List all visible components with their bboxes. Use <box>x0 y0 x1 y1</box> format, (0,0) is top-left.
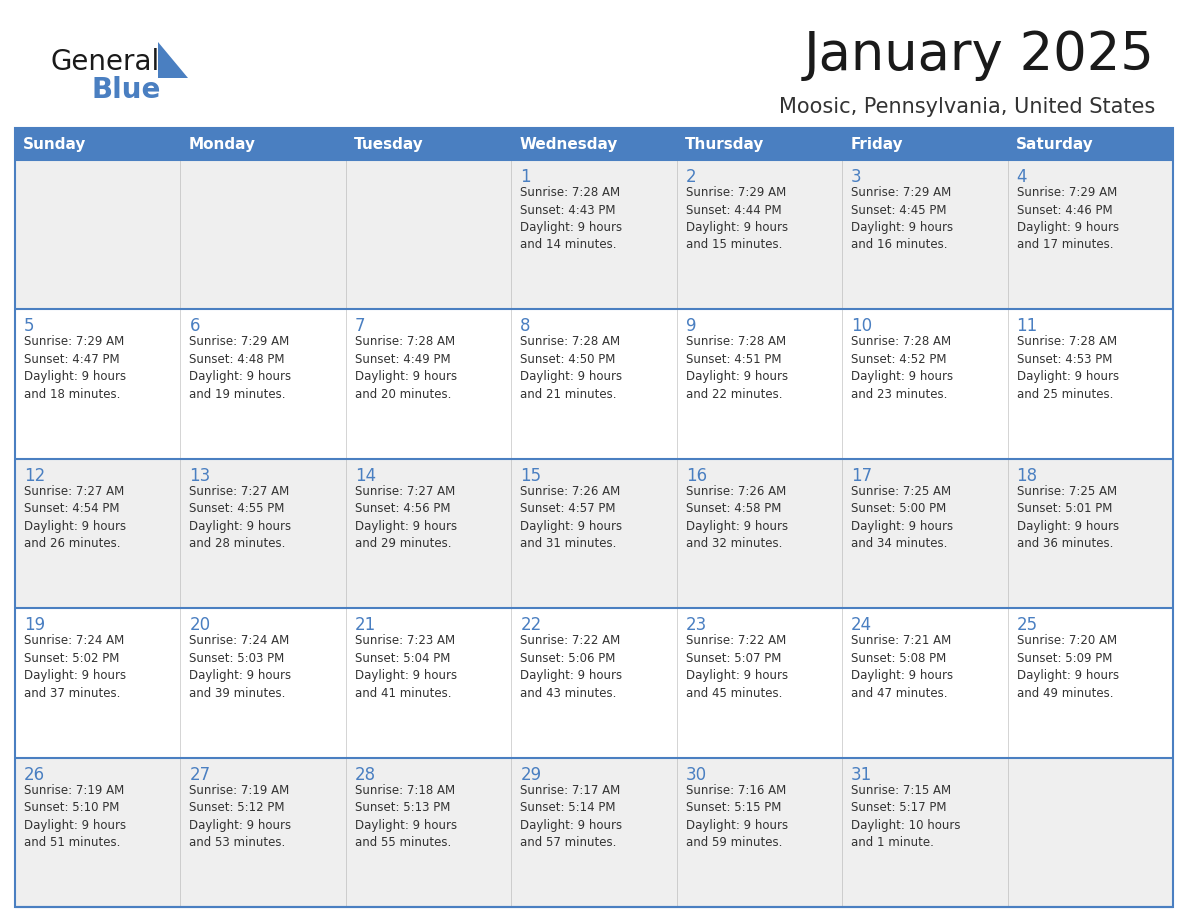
Text: Sunrise: 7:26 AM
Sunset: 4:57 PM
Daylight: 9 hours
and 31 minutes.: Sunrise: 7:26 AM Sunset: 4:57 PM Dayligh… <box>520 485 623 550</box>
Text: Sunrise: 7:15 AM
Sunset: 5:17 PM
Daylight: 10 hours
and 1 minute.: Sunrise: 7:15 AM Sunset: 5:17 PM Dayligh… <box>851 784 961 849</box>
Text: 23: 23 <box>685 616 707 634</box>
Text: Sunrise: 7:24 AM
Sunset: 5:02 PM
Daylight: 9 hours
and 37 minutes.: Sunrise: 7:24 AM Sunset: 5:02 PM Dayligh… <box>24 634 126 700</box>
Text: Sunrise: 7:26 AM
Sunset: 4:58 PM
Daylight: 9 hours
and 32 minutes.: Sunrise: 7:26 AM Sunset: 4:58 PM Dayligh… <box>685 485 788 550</box>
Text: Sunrise: 7:17 AM
Sunset: 5:14 PM
Daylight: 9 hours
and 57 minutes.: Sunrise: 7:17 AM Sunset: 5:14 PM Dayligh… <box>520 784 623 849</box>
Text: Sunrise: 7:29 AM
Sunset: 4:45 PM
Daylight: 9 hours
and 16 minutes.: Sunrise: 7:29 AM Sunset: 4:45 PM Dayligh… <box>851 186 953 252</box>
Polygon shape <box>158 42 188 78</box>
Text: 16: 16 <box>685 466 707 485</box>
Text: 18: 18 <box>1017 466 1037 485</box>
Text: January 2025: January 2025 <box>804 29 1155 81</box>
Text: 8: 8 <box>520 318 531 335</box>
Text: Sunrise: 7:21 AM
Sunset: 5:08 PM
Daylight: 9 hours
and 47 minutes.: Sunrise: 7:21 AM Sunset: 5:08 PM Dayligh… <box>851 634 953 700</box>
Text: Wednesday: Wednesday <box>519 137 618 151</box>
Text: 3: 3 <box>851 168 861 186</box>
Bar <box>15 160 1173 309</box>
Text: Sunrise: 7:18 AM
Sunset: 5:13 PM
Daylight: 9 hours
and 55 minutes.: Sunrise: 7:18 AM Sunset: 5:13 PM Dayligh… <box>355 784 457 849</box>
Text: Sunrise: 7:25 AM
Sunset: 5:00 PM
Daylight: 9 hours
and 34 minutes.: Sunrise: 7:25 AM Sunset: 5:00 PM Dayligh… <box>851 485 953 550</box>
Bar <box>15 128 1173 160</box>
Text: Sunrise: 7:20 AM
Sunset: 5:09 PM
Daylight: 9 hours
and 49 minutes.: Sunrise: 7:20 AM Sunset: 5:09 PM Dayligh… <box>1017 634 1119 700</box>
Text: 4: 4 <box>1017 168 1028 186</box>
Text: Sunrise: 7:19 AM
Sunset: 5:12 PM
Daylight: 9 hours
and 53 minutes.: Sunrise: 7:19 AM Sunset: 5:12 PM Dayligh… <box>189 784 291 849</box>
Text: Sunrise: 7:27 AM
Sunset: 4:55 PM
Daylight: 9 hours
and 28 minutes.: Sunrise: 7:27 AM Sunset: 4:55 PM Dayligh… <box>189 485 291 550</box>
Text: Sunrise: 7:16 AM
Sunset: 5:15 PM
Daylight: 9 hours
and 59 minutes.: Sunrise: 7:16 AM Sunset: 5:15 PM Dayligh… <box>685 784 788 849</box>
Text: 1: 1 <box>520 168 531 186</box>
Text: 22: 22 <box>520 616 542 634</box>
Bar <box>15 757 1173 907</box>
Text: Sunrise: 7:27 AM
Sunset: 4:54 PM
Daylight: 9 hours
and 26 minutes.: Sunrise: 7:27 AM Sunset: 4:54 PM Dayligh… <box>24 485 126 550</box>
Text: 21: 21 <box>355 616 377 634</box>
Text: 25: 25 <box>1017 616 1037 634</box>
Text: Moosic, Pennsylvania, United States: Moosic, Pennsylvania, United States <box>779 97 1155 117</box>
Text: Sunrise: 7:29 AM
Sunset: 4:47 PM
Daylight: 9 hours
and 18 minutes.: Sunrise: 7:29 AM Sunset: 4:47 PM Dayligh… <box>24 335 126 401</box>
Text: Saturday: Saturday <box>1016 137 1093 151</box>
Text: 17: 17 <box>851 466 872 485</box>
Text: Sunrise: 7:28 AM
Sunset: 4:53 PM
Daylight: 9 hours
and 25 minutes.: Sunrise: 7:28 AM Sunset: 4:53 PM Dayligh… <box>1017 335 1119 401</box>
Text: Sunrise: 7:19 AM
Sunset: 5:10 PM
Daylight: 9 hours
and 51 minutes.: Sunrise: 7:19 AM Sunset: 5:10 PM Dayligh… <box>24 784 126 849</box>
Text: 15: 15 <box>520 466 542 485</box>
Text: 29: 29 <box>520 766 542 784</box>
Text: Sunrise: 7:24 AM
Sunset: 5:03 PM
Daylight: 9 hours
and 39 minutes.: Sunrise: 7:24 AM Sunset: 5:03 PM Dayligh… <box>189 634 291 700</box>
Text: Friday: Friday <box>851 137 903 151</box>
Bar <box>15 609 1173 757</box>
Text: Sunrise: 7:28 AM
Sunset: 4:50 PM
Daylight: 9 hours
and 21 minutes.: Sunrise: 7:28 AM Sunset: 4:50 PM Dayligh… <box>520 335 623 401</box>
Text: Sunrise: 7:22 AM
Sunset: 5:06 PM
Daylight: 9 hours
and 43 minutes.: Sunrise: 7:22 AM Sunset: 5:06 PM Dayligh… <box>520 634 623 700</box>
Text: Sunrise: 7:29 AM
Sunset: 4:46 PM
Daylight: 9 hours
and 17 minutes.: Sunrise: 7:29 AM Sunset: 4:46 PM Dayligh… <box>1017 186 1119 252</box>
Bar <box>15 459 1173 609</box>
Text: 31: 31 <box>851 766 872 784</box>
Text: 28: 28 <box>355 766 375 784</box>
Text: Sunrise: 7:29 AM
Sunset: 4:48 PM
Daylight: 9 hours
and 19 minutes.: Sunrise: 7:29 AM Sunset: 4:48 PM Dayligh… <box>189 335 291 401</box>
Text: 19: 19 <box>24 616 45 634</box>
Text: Sunrise: 7:27 AM
Sunset: 4:56 PM
Daylight: 9 hours
and 29 minutes.: Sunrise: 7:27 AM Sunset: 4:56 PM Dayligh… <box>355 485 457 550</box>
Text: Sunrise: 7:28 AM
Sunset: 4:49 PM
Daylight: 9 hours
and 20 minutes.: Sunrise: 7:28 AM Sunset: 4:49 PM Dayligh… <box>355 335 457 401</box>
Text: Sunrise: 7:28 AM
Sunset: 4:51 PM
Daylight: 9 hours
and 22 minutes.: Sunrise: 7:28 AM Sunset: 4:51 PM Dayligh… <box>685 335 788 401</box>
Text: 12: 12 <box>24 466 45 485</box>
Text: General: General <box>50 48 159 76</box>
Text: Thursday: Thursday <box>684 137 764 151</box>
Text: 30: 30 <box>685 766 707 784</box>
Text: 9: 9 <box>685 318 696 335</box>
Bar <box>15 309 1173 459</box>
Text: 24: 24 <box>851 616 872 634</box>
Text: Monday: Monday <box>189 137 255 151</box>
Text: Sunday: Sunday <box>23 137 87 151</box>
Text: 7: 7 <box>355 318 366 335</box>
Text: Blue: Blue <box>91 76 162 104</box>
Text: Tuesday: Tuesday <box>354 137 424 151</box>
Text: Sunrise: 7:23 AM
Sunset: 5:04 PM
Daylight: 9 hours
and 41 minutes.: Sunrise: 7:23 AM Sunset: 5:04 PM Dayligh… <box>355 634 457 700</box>
Text: Sunrise: 7:25 AM
Sunset: 5:01 PM
Daylight: 9 hours
and 36 minutes.: Sunrise: 7:25 AM Sunset: 5:01 PM Dayligh… <box>1017 485 1119 550</box>
Text: Sunrise: 7:28 AM
Sunset: 4:52 PM
Daylight: 9 hours
and 23 minutes.: Sunrise: 7:28 AM Sunset: 4:52 PM Dayligh… <box>851 335 953 401</box>
Text: 27: 27 <box>189 766 210 784</box>
Text: 26: 26 <box>24 766 45 784</box>
Bar <box>15 128 1173 907</box>
Text: 5: 5 <box>24 318 34 335</box>
Text: 13: 13 <box>189 466 210 485</box>
Text: 11: 11 <box>1017 318 1038 335</box>
Text: 10: 10 <box>851 318 872 335</box>
Text: Sunrise: 7:29 AM
Sunset: 4:44 PM
Daylight: 9 hours
and 15 minutes.: Sunrise: 7:29 AM Sunset: 4:44 PM Dayligh… <box>685 186 788 252</box>
Text: 6: 6 <box>189 318 200 335</box>
Text: 20: 20 <box>189 616 210 634</box>
Text: Sunrise: 7:28 AM
Sunset: 4:43 PM
Daylight: 9 hours
and 14 minutes.: Sunrise: 7:28 AM Sunset: 4:43 PM Dayligh… <box>520 186 623 252</box>
Text: 2: 2 <box>685 168 696 186</box>
Text: Sunrise: 7:22 AM
Sunset: 5:07 PM
Daylight: 9 hours
and 45 minutes.: Sunrise: 7:22 AM Sunset: 5:07 PM Dayligh… <box>685 634 788 700</box>
Text: 14: 14 <box>355 466 375 485</box>
